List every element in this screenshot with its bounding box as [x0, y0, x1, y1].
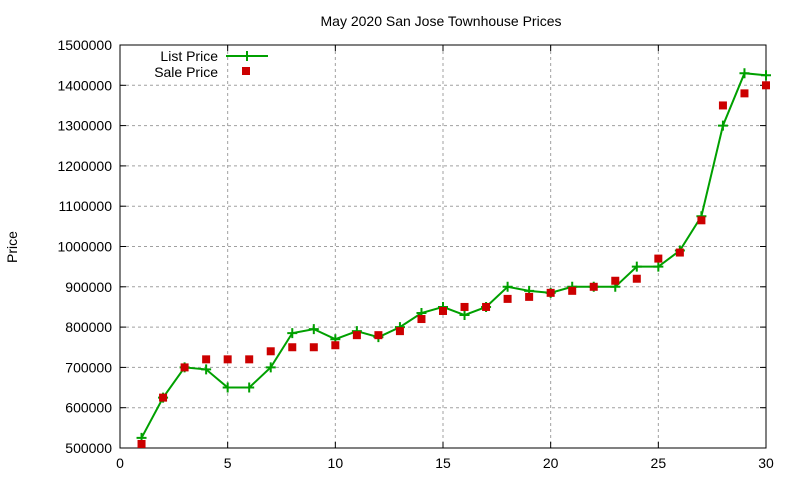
sale-price-point	[525, 292, 534, 301]
list-price-point	[739, 68, 750, 79]
sale-price-point	[718, 101, 727, 110]
sale-price-point	[568, 286, 577, 295]
chart-title: May 2020 San Jose Townhouse Prices	[321, 13, 562, 29]
x-tick-label: 0	[116, 455, 124, 471]
sale-price-point	[245, 355, 254, 364]
sale-price-point	[137, 439, 146, 448]
list-price-point	[244, 382, 255, 393]
x-tick-label: 20	[543, 455, 559, 471]
legend-marker-sale-price	[242, 67, 250, 75]
grid	[120, 45, 766, 448]
sale-price-point	[309, 343, 318, 352]
y-tick-label: 500000	[65, 440, 112, 456]
sale-price-point	[460, 302, 469, 311]
x-tick-label: 25	[651, 455, 667, 471]
y-tick-label: 1500000	[57, 37, 112, 53]
sale-price-point	[202, 355, 211, 364]
x-tick-label: 30	[758, 455, 774, 471]
sale-price-point	[288, 343, 297, 352]
list-price-point	[761, 70, 771, 81]
legend-label-list-price: List Price	[160, 48, 218, 64]
y-tick-label: 1200000	[57, 158, 112, 174]
sale-price-point	[352, 331, 361, 340]
sale-price-point	[740, 89, 749, 98]
list-price-point	[502, 281, 513, 292]
legend-marker-list-price	[242, 51, 252, 61]
sale-price-point	[503, 294, 512, 303]
list-price-point	[201, 364, 212, 375]
list-price-point	[265, 362, 276, 373]
sale-price-point	[589, 282, 598, 291]
sale-price-point	[395, 327, 404, 336]
y-tick-label: 900000	[65, 279, 112, 295]
sale-price-point	[180, 363, 189, 372]
sale-price-point	[697, 216, 706, 225]
legend-label-sale-price: Sale Price	[154, 64, 218, 80]
sale-price-point	[331, 341, 340, 350]
x-tick-label: 10	[328, 455, 344, 471]
sale-price-point	[675, 248, 684, 257]
sale-price-point	[632, 274, 641, 283]
legend: List Price Sale Price	[154, 48, 268, 80]
y-tick-label: 700000	[65, 359, 112, 375]
sale-price-point	[266, 347, 275, 356]
list-price-point	[717, 120, 728, 131]
x-tick-label: 5	[224, 455, 232, 471]
y-tick-label: 1300000	[57, 118, 112, 134]
plot-border	[119, 44, 767, 449]
x-tick-label: 15	[435, 455, 451, 471]
sale-price-point	[654, 254, 663, 263]
ticks: 0 5 10 15 20 25 30 500000 600000 700000 800000 9000…	[57, 37, 774, 471]
sale-price-point	[762, 81, 770, 90]
y-axis-label: Price	[4, 231, 20, 263]
list-price-line	[140, 72, 767, 439]
sale-price-point	[374, 331, 383, 340]
list-price-point	[287, 328, 298, 339]
y-tick-label: 1400000	[57, 77, 112, 93]
list-price-point	[308, 324, 319, 335]
sale-price-point	[611, 276, 620, 285]
sale-price-point	[546, 288, 555, 297]
sale-price-point	[223, 355, 232, 364]
sale-price-point	[482, 302, 491, 311]
y-tick-label: 800000	[65, 319, 112, 335]
list-price-point	[631, 261, 642, 272]
y-tick-label: 1000000	[57, 239, 112, 255]
sale-price-point	[159, 393, 168, 402]
y-tick-label: 1100000	[59, 198, 113, 214]
list-price-point	[653, 261, 664, 272]
list-price-point	[222, 382, 233, 393]
sale-price-point	[417, 315, 426, 324]
y-tick-label: 600000	[65, 400, 112, 416]
series	[136, 68, 771, 448]
list-price-point	[459, 310, 470, 321]
sale-price-point	[439, 306, 447, 315]
